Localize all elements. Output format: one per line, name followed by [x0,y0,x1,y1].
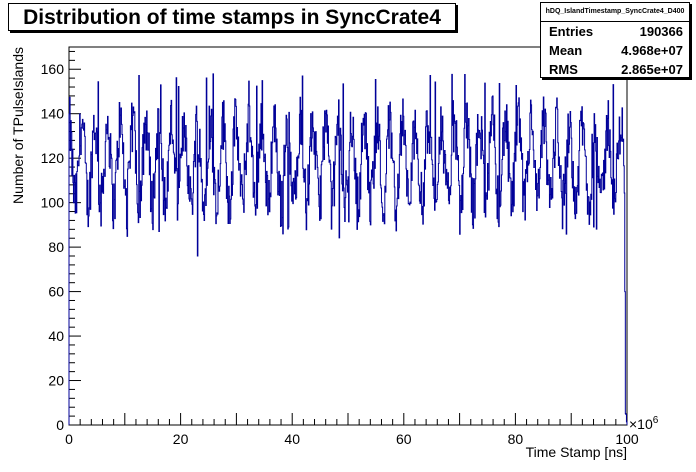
stats-row-mean: Mean 4.968e+07 [541,41,689,60]
stats-histogram-name: hDQ_IslandTimestamp_SyncCrate4_D400 [541,3,689,22]
stats-label: Entries [549,24,594,39]
x-axis-title: Time Stamp [ns] [526,444,627,460]
y-tick-label: 160 [41,61,65,77]
histogram-line [68,73,628,425]
title-box: Distribution of time stamps in SyncCrate… [8,3,456,31]
y-tick-label: 140 [41,106,65,122]
x-tick-label: 60 [396,431,412,447]
stats-row-entries: Entries 190366 [541,22,689,41]
y-tick-label: 0 [56,417,64,433]
x-axis-exponent: ×106 [629,415,659,432]
chart-title: Distribution of time stamps in SyncCrate… [23,6,441,29]
y-tick-label: 120 [41,150,65,166]
y-tick-label: 40 [48,328,64,344]
x-tick-label: 100 [615,431,639,447]
stats-row-rms: RMS 2.865e+07 [541,60,689,79]
y-axis-title: Number of TPulseIslands [10,47,26,204]
x-tick-label: 80 [508,431,524,447]
y-tick-label: 80 [48,239,64,255]
x-tick-label: 0 [65,431,73,447]
axis-labels: 0 20 40 60 80 100 0 20 40 60 80 100 120 140 160 Time St… [10,47,659,460]
stats-label: Mean [549,43,583,58]
stats-label: RMS [549,62,578,77]
stats-value: 4.968e+07 [621,43,683,58]
stats-box: hDQ_IslandTimestamp_SyncCrate4_D400 Entr… [540,2,690,78]
x-tick-label: 40 [284,431,300,447]
x-tick-label: 20 [173,431,189,447]
y-tick-label: 20 [48,373,64,389]
stats-value: 2.865e+07 [621,62,683,77]
y-tick-label: 60 [48,284,64,300]
stats-value: 190366 [639,24,683,39]
y-tick-label: 100 [41,195,65,211]
